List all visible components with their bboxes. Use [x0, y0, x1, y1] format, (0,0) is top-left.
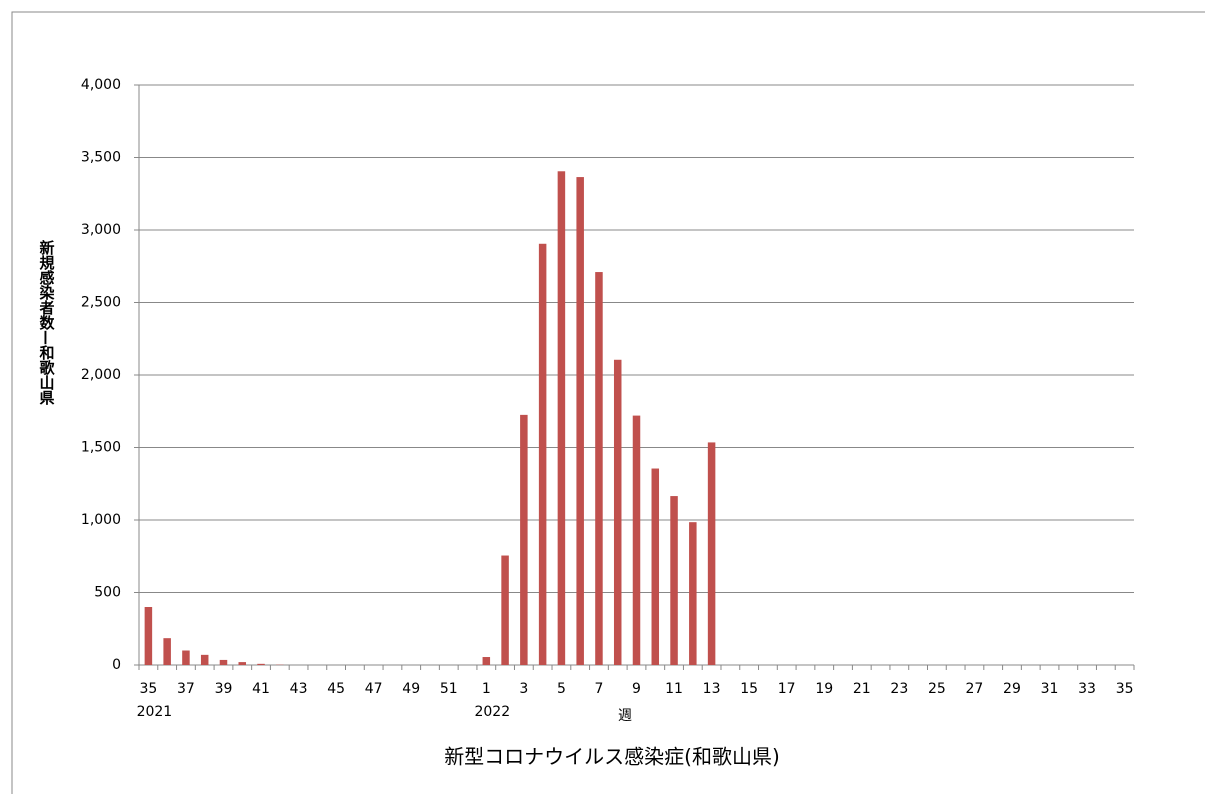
y-tick-label: 1,000 — [81, 512, 121, 528]
x-tick-label: 51 — [440, 681, 458, 697]
y-tick-label: 4,000 — [81, 77, 121, 93]
y-axis-label: 新規感染者数—和歌山県 — [38, 239, 56, 406]
bar — [576, 177, 584, 665]
bar — [219, 659, 228, 665]
bar — [238, 662, 247, 665]
x-tick-label: 19 — [815, 681, 833, 697]
x-year-label: 2021 — [137, 704, 173, 720]
x-tick-label: 33 — [1078, 681, 1096, 697]
bar — [482, 657, 491, 665]
y-tick-label: 1,500 — [81, 440, 121, 456]
x-tick-label: 17 — [778, 681, 796, 697]
bar — [595, 272, 603, 665]
x-tick-label: 9 — [632, 681, 641, 697]
x-tick-label: 23 — [890, 681, 908, 697]
x-tick-label: 41 — [252, 681, 270, 697]
bar — [632, 415, 641, 665]
x-axis-label: 週 — [618, 708, 632, 724]
x-tick-label: 27 — [966, 681, 984, 697]
bar — [144, 607, 153, 665]
bar — [200, 654, 209, 665]
bar — [613, 359, 622, 665]
x-tick-label: 43 — [290, 681, 308, 697]
bar — [670, 496, 678, 665]
y-tick-label: 500 — [94, 585, 121, 601]
x-tick-label: 7 — [594, 681, 603, 697]
x-tick-label: 15 — [740, 681, 758, 697]
x-tick-label: 31 — [1041, 681, 1059, 697]
x-tick-label: 1 — [482, 681, 491, 697]
bar — [538, 243, 547, 665]
x-year-label: 2022 — [474, 704, 510, 720]
bar — [689, 522, 697, 665]
bar — [163, 638, 171, 665]
bar — [257, 663, 265, 665]
y-tick-label: 3,500 — [81, 150, 121, 166]
x-tick-label: 49 — [402, 681, 420, 697]
bar — [557, 171, 566, 665]
x-tick-label: 29 — [1003, 681, 1021, 697]
chart-frame — [11, 11, 1205, 794]
x-tick-label: 3 — [519, 681, 528, 697]
x-tick-label: 11 — [665, 681, 683, 697]
x-tick-label: 25 — [928, 681, 946, 697]
x-tick-label: 13 — [703, 681, 721, 697]
chart-title: 新型コロナウイルス感染症(和歌山県) — [444, 745, 780, 769]
x-tick-label: 37 — [177, 681, 195, 697]
y-tick-label: 0 — [112, 657, 121, 673]
x-tick-label: 35 — [1116, 681, 1134, 697]
x-tick-label: 5 — [557, 681, 566, 697]
bar — [182, 650, 190, 665]
bar — [520, 414, 528, 665]
x-tick-label: 21 — [853, 681, 871, 697]
y-tick-label: 2,000 — [81, 367, 121, 383]
bar — [651, 468, 660, 665]
y-tick-label: 3,000 — [81, 222, 121, 238]
x-tick-label: 47 — [365, 681, 383, 697]
y-tick-label: 2,500 — [81, 295, 121, 311]
bar — [707, 442, 716, 665]
x-tick-label: 35 — [139, 681, 157, 697]
x-tick-label: 45 — [327, 681, 345, 697]
x-tick-label: 39 — [215, 681, 233, 697]
bar — [501, 555, 509, 665]
